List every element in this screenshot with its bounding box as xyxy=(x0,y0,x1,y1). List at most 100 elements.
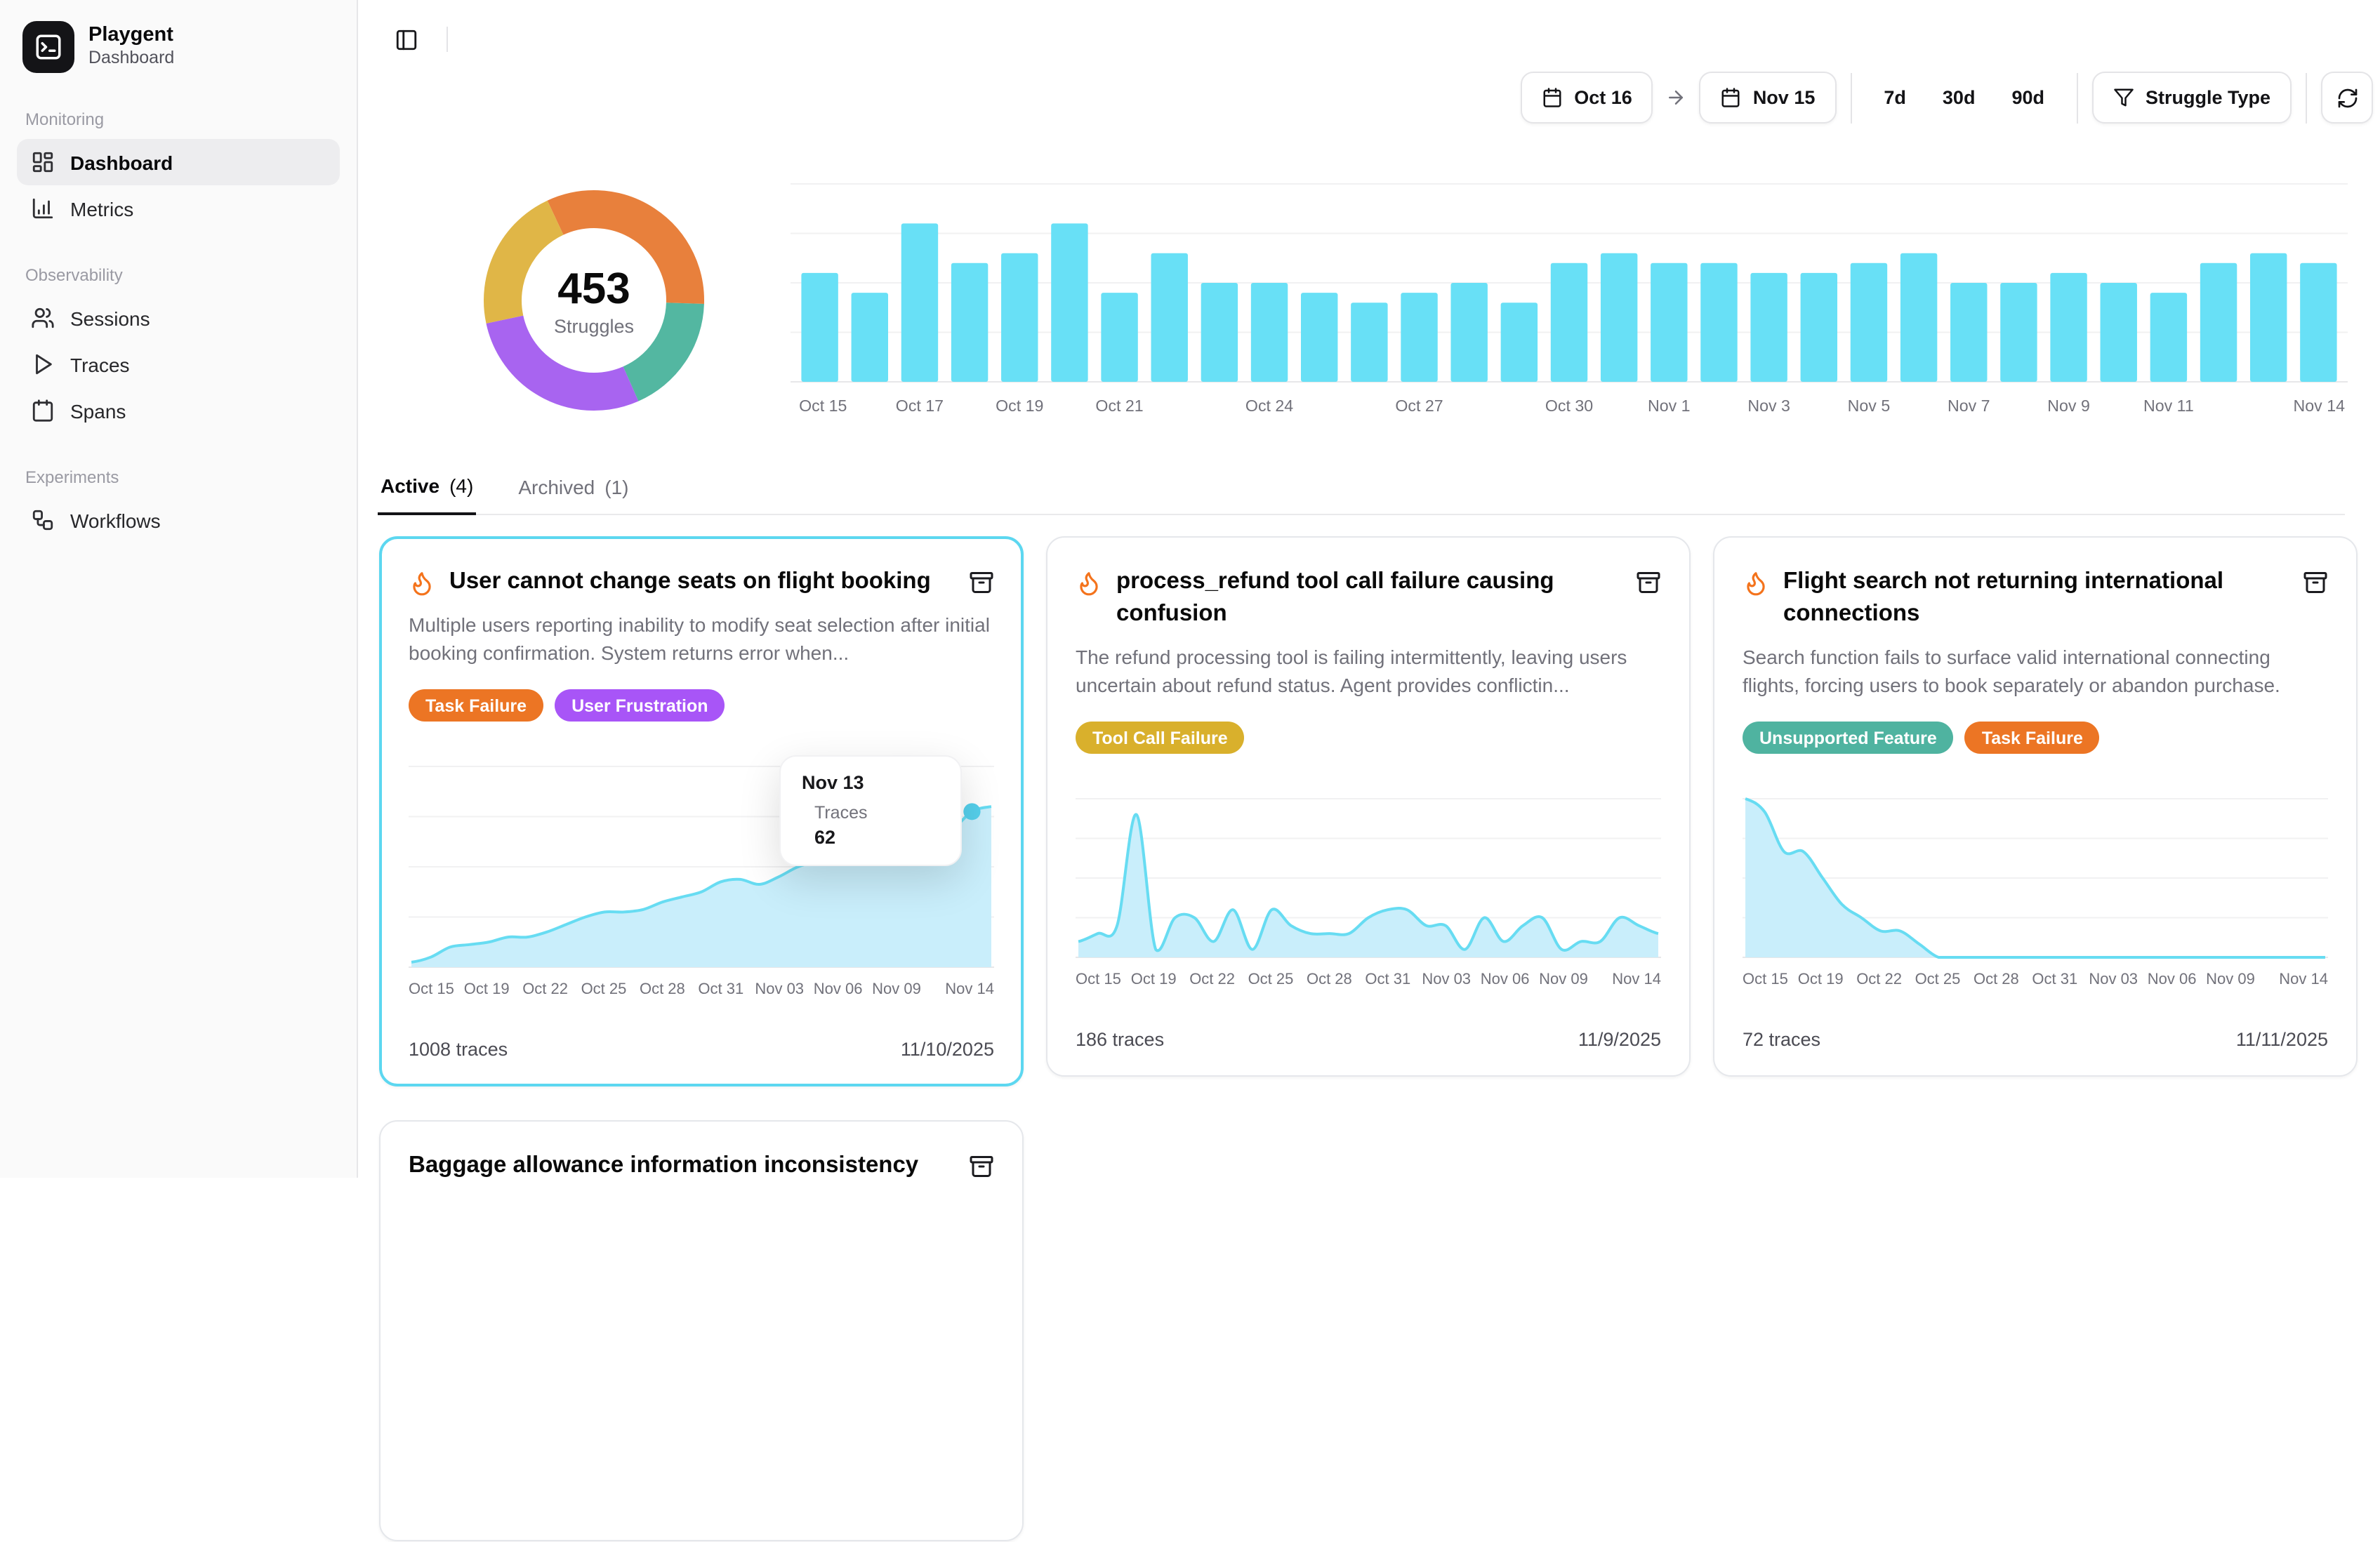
card-description: Multiple users reporting inability to mo… xyxy=(409,613,990,664)
archive-button[interactable] xyxy=(1636,570,1661,595)
sidebar-item-label: Metrics xyxy=(70,197,134,220)
x-axis-ticks: Oct 15 Oct 19 Oct 22 Oct 25 Oct 28 Oct 31 Nov … xyxy=(409,981,994,999)
tab-active[interactable]: Active (4) xyxy=(378,472,477,515)
archive-icon xyxy=(2303,572,2327,593)
refresh-button[interactable] xyxy=(2321,72,2373,124)
terminal-logo-icon xyxy=(22,21,74,73)
tab-bar: Active (4) Archived (1) xyxy=(378,472,2345,515)
date-to-button[interactable]: Nov 15 xyxy=(1699,72,1837,124)
flame-icon xyxy=(1076,570,1102,597)
chart-tooltip: Nov 13 Traces 62 xyxy=(779,755,962,867)
sidebar-item-traces[interactable]: Traces xyxy=(17,341,340,387)
svg-text:Nov 9: Nov 9 xyxy=(2047,397,2090,415)
calendar-icon xyxy=(31,399,55,423)
archive-button[interactable] xyxy=(2303,570,2328,595)
bar-chart-icon xyxy=(31,197,55,220)
layout-dashboard-icon xyxy=(31,150,55,174)
struggle-cards-grid: User cannot change seats on flight booki… xyxy=(358,515,2380,1542)
archive-icon xyxy=(970,1156,993,1178)
archive-button[interactable] xyxy=(969,1155,994,1180)
card-title: process_refund tool call failure causing… xyxy=(1116,569,1554,627)
trace-count: 72 traces xyxy=(1743,1029,1821,1051)
card-trend-chart[interactable]: Nov 13 Traces 62 xyxy=(409,755,994,969)
app-title: Playgent xyxy=(88,23,173,46)
filter-funnel-icon xyxy=(2114,88,2134,107)
donut-svg xyxy=(484,190,704,411)
tab-active-count: (4) xyxy=(449,474,474,497)
struggle-card-seats[interactable]: User cannot change seats on flight booki… xyxy=(379,536,1024,1087)
svg-text:Oct 21: Oct 21 xyxy=(1095,397,1143,415)
svg-text:Oct 17: Oct 17 xyxy=(896,397,944,415)
struggles-bar-chart[interactable]: Oct 15 Oct 17 Oct 19 Oct 21 Oct 24 Oct 27 Oct … xyxy=(791,178,2348,424)
date-from-button[interactable]: Oct 16 xyxy=(1521,72,1653,124)
area-chart-svg xyxy=(1743,797,2328,959)
tag-task-failure: Task Failure xyxy=(409,689,544,722)
toolbar-divider xyxy=(2076,72,2078,123)
area-chart-svg xyxy=(1076,798,1661,959)
sidebar-item-spans[interactable]: Spans xyxy=(17,387,340,434)
users-icon xyxy=(31,306,55,330)
card-description: Search function fails to surface valid i… xyxy=(1743,646,2280,696)
sidebar-item-label: Spans xyxy=(70,399,126,422)
calendar-icon xyxy=(1722,88,1740,107)
tag-tool-call-failure: Tool Call Failure xyxy=(1076,722,1245,755)
card-tags: Task Failure User Frustration xyxy=(409,689,994,722)
tab-archived-count: (1) xyxy=(604,476,629,498)
section-label-experiments: Experiments xyxy=(25,467,119,487)
archive-icon xyxy=(970,572,993,593)
sidebar-item-sessions[interactable]: Sessions xyxy=(17,295,340,341)
toolbar: Oct 16 Nov 15 7d 30d 90d Struggle Type xyxy=(358,72,2380,124)
sidebar-item-label: Workflows xyxy=(70,509,161,531)
refresh-icon xyxy=(2337,88,2357,107)
section-label-observability: Observability xyxy=(25,265,123,285)
struggles-donut-chart[interactable]: 453 Struggles xyxy=(479,185,709,416)
app-logo[interactable]: Playgent Dashboard xyxy=(17,18,340,76)
sidebar-item-label: Sessions xyxy=(70,307,150,329)
tag-unsupported-feature: Unsupported Feature xyxy=(1743,722,1954,755)
sidebar-item-workflows[interactable]: Workflows xyxy=(17,497,340,543)
card-date: 11/11/2025 xyxy=(2235,1029,2328,1051)
card-tags: Unsupported Feature Task Failure xyxy=(1743,722,2328,755)
sidebar-item-dashboard[interactable]: Dashboard xyxy=(17,139,340,185)
svg-text:Nov 3: Nov 3 xyxy=(1747,397,1790,415)
sidebar-toggle-button[interactable] xyxy=(386,20,425,59)
section-label-monitoring: Monitoring xyxy=(25,109,105,129)
card-trend-chart[interactable] xyxy=(1743,791,2328,959)
archive-button[interactable] xyxy=(969,570,994,595)
range-90d-button[interactable]: 90d xyxy=(1993,72,2063,124)
toolbar-divider xyxy=(2306,72,2307,123)
main-content: Oct 16 Nov 15 7d 30d 90d Struggle Type xyxy=(358,0,2380,1542)
top-bar xyxy=(358,20,2380,59)
tab-archived[interactable]: Archived (1) xyxy=(518,476,629,498)
struggle-card-refund[interactable]: process_refund tool call failure causing… xyxy=(1046,536,1691,1077)
struggle-card-flight-search[interactable]: Flight search not returning internationa… xyxy=(1713,536,2358,1077)
svg-text:Nov 14: Nov 14 xyxy=(2294,397,2346,415)
toolbar-divider xyxy=(1850,72,1852,123)
struggle-card-baggage[interactable]: Baggage allowance information inconsiste… xyxy=(379,1120,1024,1542)
card-description: The refund processing tool is failing in… xyxy=(1076,646,1627,696)
svg-text:Nov 5: Nov 5 xyxy=(1848,397,1891,415)
panel-left-icon xyxy=(395,29,416,50)
play-icon xyxy=(31,352,55,376)
svg-text:Nov 7: Nov 7 xyxy=(1948,397,1990,415)
range-30d-button[interactable]: 30d xyxy=(1924,72,1994,124)
struggle-type-filter-button[interactable]: Struggle Type xyxy=(2091,72,2292,124)
card-trend-chart[interactable] xyxy=(1076,791,1661,959)
sidebar-item-label: Traces xyxy=(70,353,130,375)
card-date: 11/9/2025 xyxy=(1578,1029,1661,1051)
flame-icon xyxy=(409,570,435,597)
sidebar-item-metrics[interactable]: Metrics xyxy=(17,185,340,232)
range-7d-button[interactable]: 7d xyxy=(1865,72,1924,124)
sidebar: Playgent Dashboard Monitoring Dashboard … xyxy=(0,0,358,1178)
arrow-right-icon xyxy=(1666,87,1687,108)
tag-task-failure: Task Failure xyxy=(1964,722,2100,755)
trace-count: 186 traces xyxy=(1076,1029,1165,1051)
app-subtitle: Dashboard xyxy=(88,48,175,68)
bar-chart-svg: Oct 15 Oct 17 Oct 19 Oct 21 Oct 24 Oct 27 Oct … xyxy=(791,183,2348,415)
svg-text:Nov 11: Nov 11 xyxy=(2143,397,2194,415)
overview-section: 453 Struggles Oct 15 Oct 17 Oct 19 Oct 21 Oc… xyxy=(358,178,2380,424)
topbar-divider xyxy=(447,27,448,52)
card-tags: Tool Call Failure xyxy=(1076,722,1661,755)
svg-text:Oct 15: Oct 15 xyxy=(799,397,847,415)
